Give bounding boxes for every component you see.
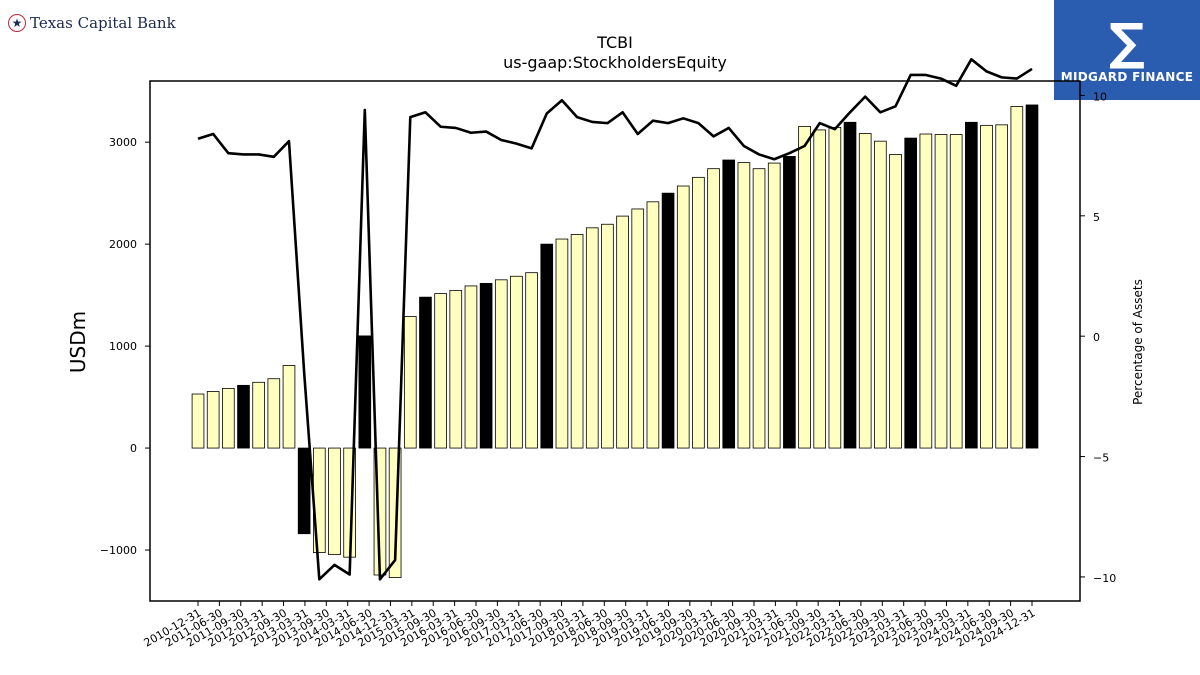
bar	[722, 159, 736, 449]
star-icon: ★	[8, 14, 26, 32]
chart-subtitle: us-gaap:StockholdersEquity	[503, 53, 727, 72]
plot-frame	[149, 80, 1081, 602]
bar	[191, 393, 205, 449]
texas-capital-bank-logo: ★ Texas Capital Bank	[8, 14, 176, 32]
bar	[631, 208, 645, 449]
y-tick-label: 3000	[109, 136, 137, 149]
bar	[328, 447, 341, 556]
bar	[767, 162, 781, 449]
bar	[358, 335, 372, 449]
bar	[1010, 106, 1024, 449]
bar	[222, 388, 235, 449]
bars-layer	[191, 104, 1039, 578]
bar	[540, 243, 554, 449]
bar	[206, 391, 220, 449]
bar	[692, 176, 705, 449]
bar	[874, 140, 887, 449]
bar	[1025, 104, 1039, 449]
series-line	[197, 58, 1033, 581]
y2-tick-label: 5	[1093, 211, 1100, 224]
bar	[419, 296, 432, 449]
bar	[949, 134, 963, 449]
y-tick-label: 1000	[109, 340, 137, 353]
bar	[237, 384, 250, 449]
y-tick-label: −1000	[100, 544, 137, 557]
bar	[403, 316, 417, 449]
bar	[980, 124, 993, 449]
bar	[252, 381, 265, 449]
bar	[889, 154, 902, 449]
bar	[555, 238, 569, 449]
bar	[676, 185, 690, 449]
bar	[783, 156, 796, 449]
bar	[449, 290, 463, 449]
y-tick-label: 0	[130, 442, 137, 455]
bar	[965, 121, 978, 449]
y2-tick-label: 0	[1093, 331, 1100, 344]
bar	[904, 137, 918, 449]
chart-title: TCBI	[596, 33, 633, 52]
bar	[510, 275, 523, 449]
bar	[737, 162, 751, 449]
bar	[434, 293, 447, 449]
bar	[282, 365, 296, 449]
bar	[297, 447, 311, 535]
bar	[995, 124, 1008, 449]
bar	[646, 201, 660, 449]
bar	[843, 121, 857, 449]
bar	[601, 223, 614, 449]
y-tick-label: 2000	[109, 238, 137, 251]
y2-tick-label: 10	[1093, 90, 1107, 103]
bar	[388, 447, 402, 578]
bar	[661, 192, 675, 449]
bar	[525, 272, 538, 449]
line-layer	[197, 58, 1033, 581]
y2-tick-label: −10	[1093, 572, 1116, 585]
bar	[752, 168, 766, 449]
y2-tick-label: −5	[1093, 452, 1109, 465]
bar	[858, 133, 872, 449]
bar	[494, 279, 508, 449]
midgard-finance-logo: ∑ MIDGARD FINANCE	[1054, 0, 1200, 100]
bar	[828, 126, 842, 449]
y-axis-label: USDm	[66, 311, 90, 373]
bar	[616, 215, 629, 449]
bar	[585, 227, 599, 449]
bar	[707, 168, 720, 449]
bar	[464, 285, 478, 449]
axes-layer: −10000100020003000−10−505102010-12-31201…	[100, 90, 1116, 649]
y2-axis-label: Percentage of Assets	[1131, 279, 1145, 405]
bar	[479, 282, 493, 449]
bar	[919, 133, 933, 449]
logo-left-text: Texas Capital Bank	[30, 14, 176, 32]
bar	[813, 129, 827, 449]
bar	[267, 378, 281, 449]
logo-right-text: MIDGARD FINANCE	[1060, 70, 1194, 84]
midgard-logo-icon: ∑	[1109, 13, 1145, 71]
bar	[570, 234, 584, 449]
bar	[798, 125, 811, 449]
bar	[934, 134, 948, 449]
